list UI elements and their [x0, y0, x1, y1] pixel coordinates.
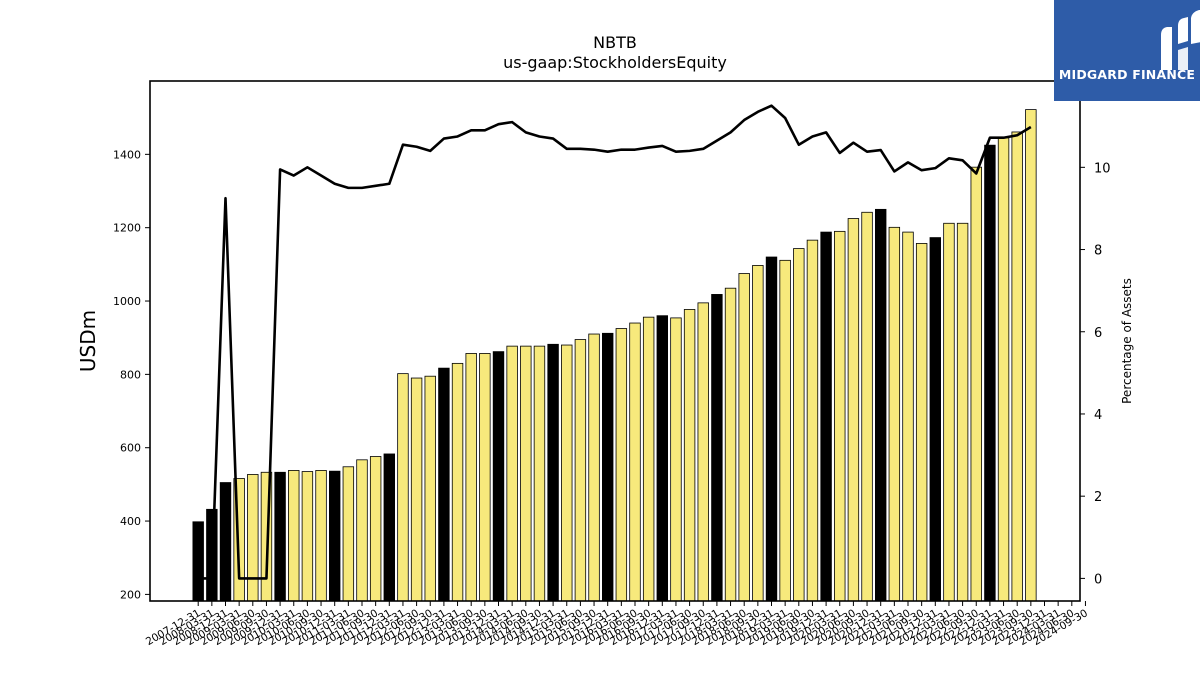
y-tick-label: 1200	[113, 222, 141, 235]
y-axis-label: USDm	[76, 310, 100, 372]
bar-2013-03-31	[451, 362, 464, 602]
y-axis-left: 200 400 600 800 1000 1200 1400	[113, 148, 150, 601]
chart-subtitle: us-gaap:StockholdersEquity	[503, 53, 727, 72]
x-axis: 2007-12-312008-03-312008-12-312009-03-31…	[144, 601, 1090, 648]
y2-tick-label: 6	[1094, 326, 1102, 341]
y-tick-label: 200	[120, 588, 141, 601]
bar-2009-06-30	[247, 474, 259, 602]
bar-2010-12-31	[328, 470, 341, 602]
bar-2022-12-31	[984, 144, 996, 602]
bar-2017-03-31	[670, 317, 682, 602]
chart-title: NBTB	[593, 33, 637, 52]
y2-tick-label: 0	[1094, 572, 1102, 587]
y2-tick-label: 2	[1094, 490, 1102, 505]
bar-2013-06-30	[465, 353, 477, 602]
bar-2020-09-30	[861, 211, 873, 602]
bar-2014-12-31	[547, 343, 559, 602]
bar-2015-12-31	[602, 332, 614, 602]
bar-2018-06-30	[738, 273, 750, 602]
bar-2021-06-30	[902, 231, 914, 602]
y-tick-label: 600	[120, 442, 141, 455]
y-tick-label: 400	[120, 515, 141, 528]
y-axis-right: 0 2 4 6 8 10	[1080, 161, 1111, 587]
bar-2016-12-31	[656, 315, 669, 602]
bar-2013-12-31	[492, 351, 505, 602]
bar-2019-12-31	[820, 231, 832, 602]
bar-2022-06-30	[956, 222, 969, 602]
bar-2012-12-31	[438, 367, 450, 602]
bar-2011-03-31	[342, 466, 355, 602]
bar-2015-09-30	[588, 333, 600, 602]
bar-2017-12-31	[711, 294, 723, 602]
bar-2021-12-31	[929, 237, 942, 602]
bar-2014-06-30	[520, 345, 532, 602]
bar-2007-12-31	[192, 521, 204, 602]
bar-2010-09-30	[315, 470, 327, 602]
bar-2016-06-30	[629, 322, 641, 602]
y2-tick-label: 8	[1094, 244, 1102, 259]
bar-2012-06-30	[410, 377, 423, 602]
bar-2020-03-31	[834, 230, 846, 602]
bar-2011-09-30	[369, 456, 382, 602]
bar-2015-06-30	[574, 339, 587, 602]
bar-2019-06-30	[793, 248, 805, 602]
bar-2012-09-30	[424, 375, 436, 602]
y2-tick-label: 10	[1094, 161, 1111, 176]
bar-2011-12-31	[383, 453, 396, 602]
percentage-line	[198, 104, 1032, 580]
y2-axis-label: Percentage of Assets	[1120, 278, 1134, 404]
bar-2010-06-30	[301, 471, 314, 602]
bar-2012-03-31	[397, 373, 409, 602]
bar-2023-03-31	[997, 137, 1010, 602]
y2-tick-label: 4	[1094, 408, 1102, 423]
bar-2016-03-31	[615, 328, 628, 602]
brand-name: MIDGARD FINANCE	[1058, 67, 1196, 82]
bar-2018-12-31	[765, 256, 778, 602]
bar-2019-09-30	[806, 239, 819, 602]
bar-2020-06-30	[847, 218, 860, 602]
bar-2014-03-31	[506, 345, 518, 602]
bar-2021-09-30	[915, 243, 928, 602]
bar-2010-03-31	[288, 470, 300, 602]
bar-2018-03-31	[724, 287, 737, 602]
brand-logo: MIDGARD FINANCE	[1054, 0, 1200, 101]
bar-2008-12-31	[219, 482, 232, 602]
bar-2022-09-30	[970, 166, 982, 602]
y-tick-label: 1400	[113, 148, 141, 161]
bar-2016-09-30	[642, 316, 655, 602]
y-tick-label: 800	[120, 368, 141, 381]
bar-2019-03-31	[779, 259, 791, 602]
bar-2023-09-30	[1025, 109, 1037, 602]
bar-2020-12-31	[875, 208, 887, 602]
bar-2017-06-30	[683, 309, 696, 602]
bar-2011-06-30	[356, 459, 368, 602]
bar-2018-09-30	[752, 265, 764, 602]
bar-2015-03-31	[561, 344, 573, 602]
bar-series	[192, 109, 1037, 602]
percentage-line-series	[198, 104, 1032, 580]
bar-2021-03-31	[888, 226, 901, 602]
logo-mark-icon	[1161, 10, 1200, 70]
y-tick-label: 1000	[113, 295, 141, 308]
bar-2023-06-30	[1011, 131, 1023, 602]
bar-2009-12-31	[274, 471, 286, 602]
bar-2013-09-30	[479, 353, 491, 602]
plot-frame	[149, 80, 1081, 602]
bar-2022-03-31	[943, 222, 955, 602]
bar-2014-09-30	[533, 345, 546, 602]
bar-2017-09-30	[697, 302, 709, 602]
